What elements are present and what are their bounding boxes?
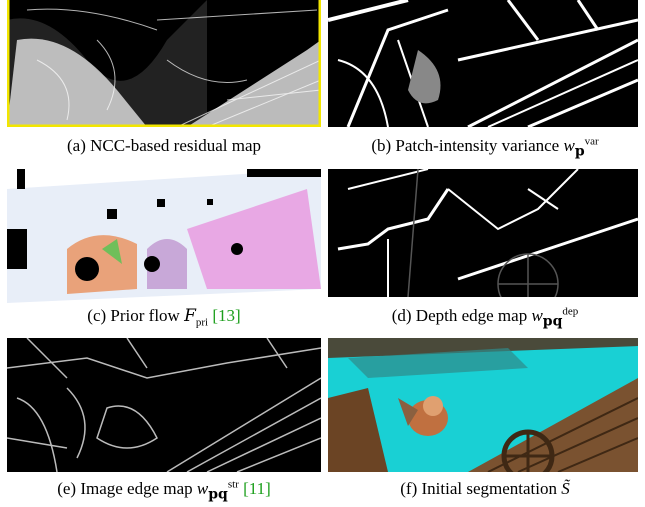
panel-b-image [328,0,638,127]
panel-d-image [328,169,638,297]
panel-c-image [7,169,321,303]
caption-b: (b) Patch-intensity variance wpvar [371,135,599,160]
caption-c: (c) Prior flow Fpri [13] [87,306,241,329]
caption-d: (d) Depth edge map wpqdep [391,305,579,330]
panel-a-image [7,0,321,127]
caption-a: (a) NCC-based residual map [66,136,262,155]
caption-e: (e) Image edge map wpqstr [11] [57,478,271,503]
panel-f-image [328,338,638,472]
caption-f: (f) Initial segmentation S̃ [400,479,570,498]
panel-e-image [7,338,321,472]
